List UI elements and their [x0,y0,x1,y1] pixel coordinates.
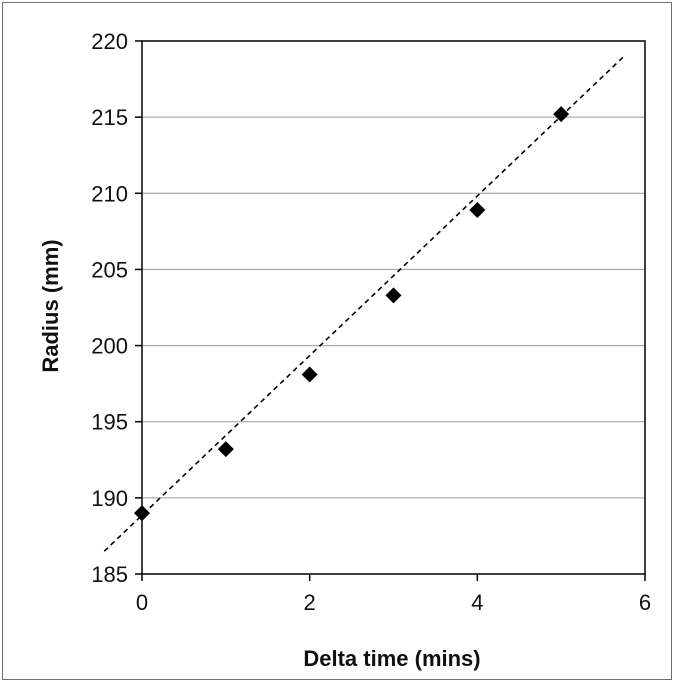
data-point [385,287,402,304]
y-tick-label: 205 [91,257,128,282]
plot-area-border [141,40,646,575]
data-point [553,106,570,123]
x-tick-label: 6 [639,590,651,615]
y-tick-label: 200 [91,334,128,359]
data-point [217,441,234,458]
x-tick-label: 0 [136,590,148,615]
y-tick-label: 185 [91,562,128,587]
gridlines [142,116,645,499]
y-tick-label: 195 [91,410,128,435]
data-point [469,202,486,219]
y-tick-label: 190 [91,486,128,511]
trendline [103,55,625,552]
y-tick-label: 210 [91,181,128,206]
x-axis-label: Delta time (mins) [303,646,480,671]
data-point [301,366,318,383]
data-markers [134,106,570,522]
y-axis-label: Radius (mm) [38,239,63,372]
y-tick-label: 220 [91,29,128,54]
x-tick-label: 4 [471,590,483,615]
y-tick-label: 215 [91,105,128,130]
axis-ticks: 185 190 195 200 205 210 215 220 0 2 4 6 [91,29,651,615]
data-point [134,505,150,522]
x-tick-label: 2 [304,590,316,615]
